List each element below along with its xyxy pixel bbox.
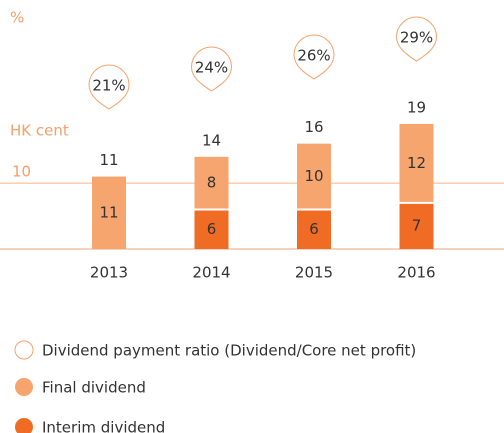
ratio-label: 29% — [400, 29, 433, 47]
x-tick-label: 2015 — [295, 264, 333, 282]
ratio-bubble — [395, 16, 438, 62]
segment-label: 7 — [412, 216, 422, 234]
x-tick-label: 2013 — [90, 264, 128, 282]
ratio-label: 21% — [92, 77, 125, 95]
y-axis-label: HK cent — [10, 122, 69, 140]
y-tick-label: 10 — [12, 163, 31, 181]
total-label: 19 — [407, 98, 426, 116]
total-label: 11 — [99, 151, 118, 169]
ratio-label: 24% — [195, 59, 228, 77]
bar-segment — [399, 123, 434, 203]
segment-label: 11 — [99, 203, 118, 221]
total-label: 16 — [304, 118, 323, 136]
x-tick-label: 2016 — [397, 264, 435, 282]
bar-segment — [297, 209, 331, 249]
segment-label: 6 — [207, 220, 217, 238]
legend-label: Final dividend — [42, 379, 146, 397]
ratio-bubble — [190, 46, 233, 92]
segment-label: 12 — [407, 154, 426, 172]
segment-label: 8 — [207, 174, 217, 192]
bar-segment — [194, 156, 229, 210]
ratio-label: 26% — [297, 47, 330, 65]
bar-segment — [194, 209, 229, 249]
total-label: 14 — [202, 131, 221, 149]
segment-label: 10 — [304, 167, 323, 185]
y2-axis-label: % — [10, 9, 24, 27]
legend-swatch — [14, 340, 34, 360]
legend-swatch — [15, 418, 33, 433]
ratio-bubble — [293, 34, 335, 80]
bar-segment — [297, 143, 331, 210]
legend-label: Dividend payment ratio (Dividend/Core ne… — [42, 342, 416, 360]
ratio-bubble — [88, 64, 130, 110]
segment-label: 6 — [309, 220, 319, 238]
x-tick-label: 2014 — [192, 264, 230, 282]
legend-swatch — [15, 378, 33, 396]
bar-segment — [92, 176, 126, 249]
legend-label: Interim dividend — [42, 419, 165, 433]
bar-segment — [399, 202, 434, 249]
